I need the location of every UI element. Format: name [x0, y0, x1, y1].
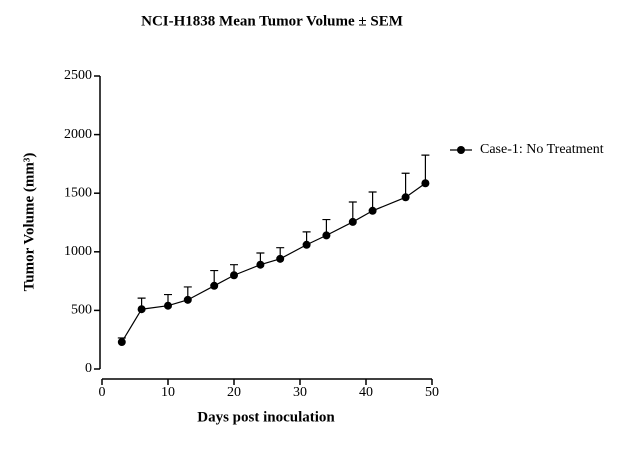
data-point — [183, 295, 192, 304]
legend-label: Case-1: No Treatment — [480, 142, 604, 157]
y-tick-label: 2500 — [64, 68, 92, 83]
error-bar — [421, 154, 430, 184]
data-point — [276, 254, 285, 263]
data-point — [302, 240, 311, 249]
data-point — [421, 179, 430, 188]
data-point — [256, 260, 265, 269]
data-point — [137, 305, 146, 314]
data-point — [210, 281, 219, 290]
x-axis-label: Days post inoculation — [197, 409, 335, 425]
data-point — [117, 338, 126, 347]
y-tick-label: 1500 — [64, 185, 92, 200]
data-point — [164, 301, 172, 310]
y-tick-label: 500 — [71, 303, 92, 318]
x-tick-label: 30 — [293, 385, 307, 400]
chart-title: NCI-H1838 Mean Tumor Volume ± SEM — [141, 13, 403, 29]
x-tick-label: 10 — [161, 385, 175, 400]
x-tick-label: 40 — [359, 385, 373, 400]
y-tick-label: 0 — [85, 361, 92, 376]
legend-marker — [457, 146, 465, 154]
x-tick-label: 0 — [99, 385, 106, 400]
x-tick-label: 20 — [227, 385, 241, 400]
series-line — [121, 182, 426, 343]
error-bar — [401, 172, 410, 198]
x-tick-label: 50 — [425, 385, 439, 400]
y-tick-label: 2000 — [64, 127, 92, 142]
data-point — [322, 231, 331, 240]
data-point — [348, 217, 357, 226]
y-axis-label: Tumor Volume (mm³) — [21, 153, 37, 292]
data-point — [401, 193, 410, 202]
y-tick-label: 1000 — [64, 244, 92, 259]
data-point — [230, 271, 238, 280]
data-point — [368, 206, 377, 215]
